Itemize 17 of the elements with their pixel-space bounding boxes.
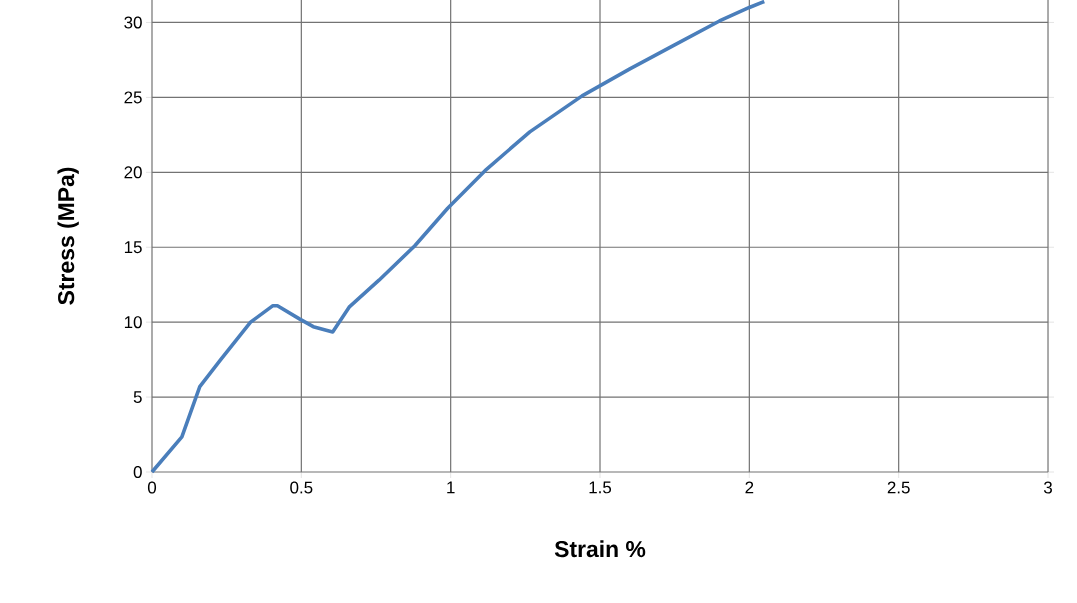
x-tick-label: 0 <box>147 481 157 494</box>
y-tick-label: 0 <box>133 466 142 478</box>
y-tick-label: 25 <box>124 91 142 104</box>
y-tick-label: 10 <box>124 316 142 329</box>
y-tick-label: 5 <box>133 391 142 403</box>
x-tick-label: 3 <box>1043 481 1052 494</box>
y-axis-title: Stress (MPa) <box>57 167 79 305</box>
x-axis-title: Strain % <box>554 540 646 558</box>
y-tick-label: 30 <box>124 16 142 29</box>
x-tick-label: 2 <box>745 481 754 494</box>
x-tick-label: 1 <box>447 481 455 494</box>
x-tick-label: 1.5 <box>589 481 612 494</box>
line-series <box>150 0 767 474</box>
x-tick-label: 0.5 <box>290 481 313 494</box>
y-tick-label: 20 <box>124 166 142 179</box>
x-tick-label: 2.5 <box>887 481 910 494</box>
y-tick-label: 15 <box>124 241 142 254</box>
